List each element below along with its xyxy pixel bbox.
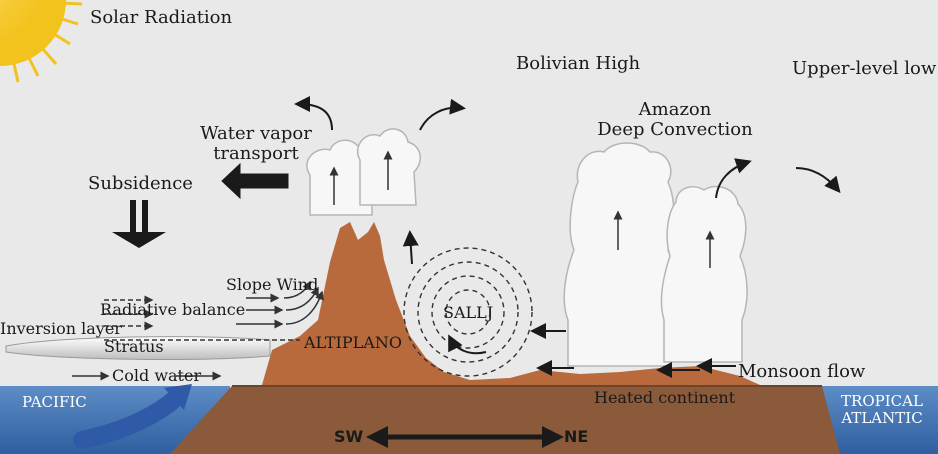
altiplano-mountain — [262, 222, 760, 385]
subsidence-label: Subsidence — [88, 173, 193, 194]
amazon-line1: Amazon — [638, 99, 712, 120]
water-vapor-arrow — [221, 162, 289, 200]
amazon-convection-label: Amazon Deep Convection — [592, 100, 758, 140]
upper-circulation-arrows — [294, 96, 841, 199]
water-vapor-label: Water vapor transport — [196, 124, 316, 164]
slope-wind-arrows — [72, 280, 324, 381]
water-vapor-line1: Water vapor — [200, 123, 312, 144]
amazon-line2: Deep Convection — [597, 118, 753, 140]
cold-water-upwelling-arrow — [73, 389, 185, 449]
heated-continent-label: Heated continent — [594, 388, 736, 407]
sallj-vortex — [403, 247, 533, 377]
atlantic-line2: ATLANTIC — [841, 408, 923, 427]
sun-icon — [0, 0, 83, 83]
atlantic-ocean — [820, 386, 938, 454]
radiative-balance-label: Radiative balance — [100, 300, 246, 319]
solar-radiation-label: Solar Radiation — [90, 7, 233, 28]
inversion-layer-label: Inversion layer — [0, 319, 122, 338]
upper-level-low-label: Upper-level low — [792, 58, 937, 79]
sw-ne-axis-arrow — [366, 426, 564, 448]
sw-label: SW — [334, 427, 364, 446]
continent — [170, 386, 840, 454]
amazon-clouds — [563, 142, 748, 367]
subsidence-arrow — [112, 200, 166, 248]
tropical-atlantic-label: TROPICAL ATLANTIC — [830, 393, 934, 426]
monsoon-flow-label: Monsoon flow — [738, 361, 866, 382]
stratus-layer — [5, 336, 271, 360]
tropical-line1: TROPICAL — [841, 392, 923, 410]
ne-label: NE — [564, 427, 589, 446]
monsoon-flow-arrows — [530, 323, 736, 378]
sallj-label: SALLJ — [443, 303, 494, 322]
cold-water-label: Cold water — [112, 366, 202, 385]
slope-wind-label: Slope Wind — [226, 275, 319, 294]
bolivian-high-label: Bolivian High — [516, 53, 641, 74]
water-vapor-line2: transport — [213, 142, 299, 164]
pacific-label: PACIFIC — [22, 393, 87, 411]
altiplano-clouds — [306, 128, 421, 216]
altiplano-label: ALTIPLANO — [304, 333, 402, 352]
stratus-label: Stratus — [104, 337, 164, 356]
